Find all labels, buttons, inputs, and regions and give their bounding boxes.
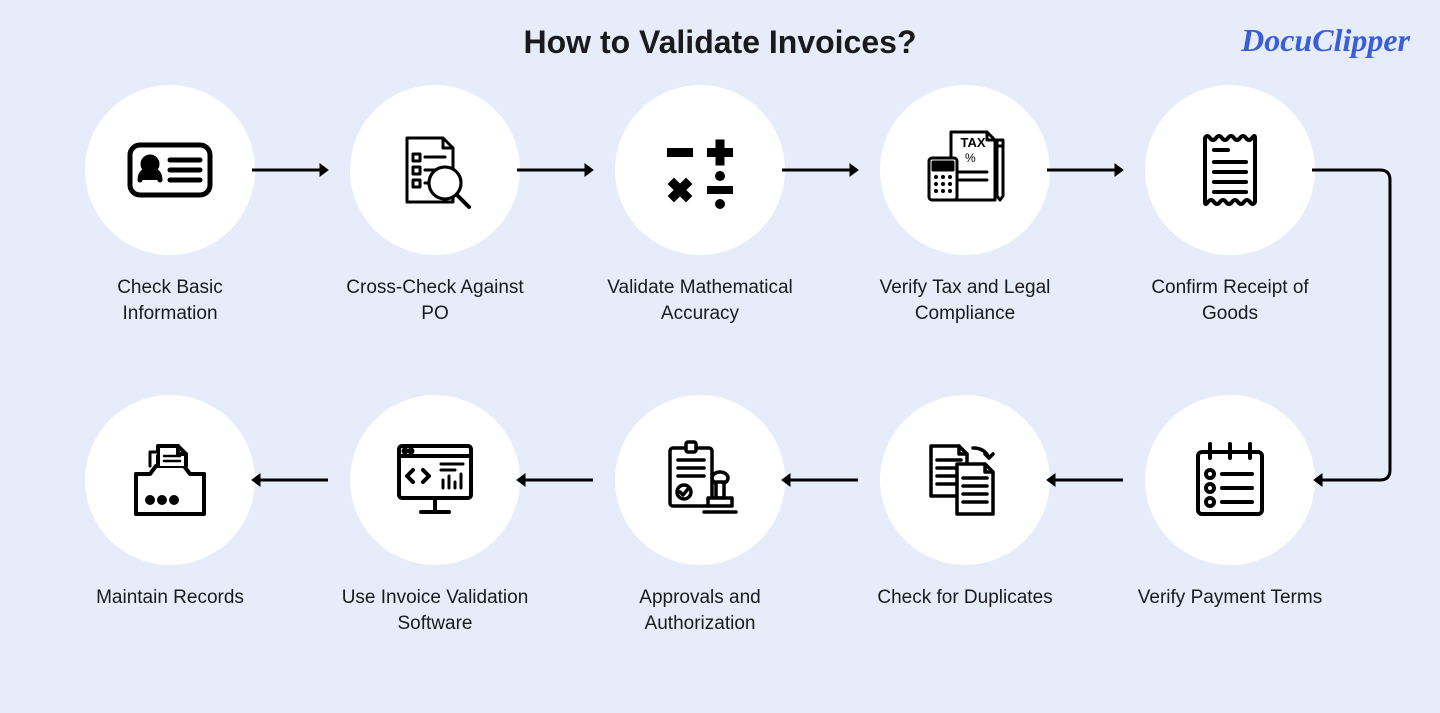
step-label: Use Invoice Validation Software — [335, 585, 535, 636]
svg-text:TAX: TAX — [960, 135, 985, 150]
flow-arrow — [515, 160, 595, 180]
svg-text:%: % — [965, 151, 976, 165]
flow-arrow — [780, 160, 860, 180]
step-label: Check for Duplicates — [865, 585, 1065, 611]
step-tax-compliance: TAX % Verify Tax and Legal Compliance — [865, 85, 1065, 326]
id-card-icon — [85, 85, 255, 255]
flow-arrow — [1045, 160, 1125, 180]
flow-arrow — [515, 470, 595, 490]
flow-arrow-turn — [1310, 160, 1400, 490]
flow-arrow — [250, 160, 330, 180]
receipt-icon — [1145, 85, 1315, 255]
step-validation-software: Use Invoice Validation Software — [335, 395, 535, 636]
step-confirm-receipt: Confirm Receipt of Goods — [1130, 85, 1330, 326]
approval-stamp-icon — [615, 395, 785, 565]
math-operators-icon — [615, 85, 785, 255]
step-label: Cross-Check Against PO — [335, 275, 535, 326]
step-label: Approvals and Authorization — [600, 585, 800, 636]
step-maintain-records: Maintain Records — [70, 395, 270, 611]
step-approvals: Approvals and Authorization — [600, 395, 800, 636]
step-cross-check-po: Cross-Check Against PO — [335, 85, 535, 326]
step-label: Confirm Receipt of Goods — [1130, 275, 1330, 326]
checklist-magnify-icon — [350, 85, 520, 255]
step-label: Maintain Records — [70, 585, 270, 611]
software-monitor-icon — [350, 395, 520, 565]
step-check-basic-info: Check Basic Information — [70, 85, 270, 326]
brand-logo: DocuClipper — [1241, 22, 1410, 59]
archive-folder-icon — [85, 395, 255, 565]
step-label: Verify Tax and Legal Compliance — [865, 275, 1065, 326]
step-label: Check Basic Information — [70, 275, 270, 326]
tax-document-icon: TAX % — [880, 85, 1050, 255]
step-label: Validate Mathematical Accuracy — [600, 275, 800, 326]
page-title: How to Validate Invoices? — [0, 24, 1440, 61]
duplicate-docs-icon — [880, 395, 1050, 565]
flow-arrow — [780, 470, 860, 490]
flow-arrow — [250, 470, 330, 490]
flow-arrow — [1045, 470, 1125, 490]
step-check-duplicates: Check for Duplicates — [865, 395, 1065, 611]
step-payment-terms: Verify Payment Terms — [1130, 395, 1330, 611]
step-math-accuracy: Validate Mathematical Accuracy — [600, 85, 800, 326]
step-label: Verify Payment Terms — [1130, 585, 1330, 611]
calendar-checklist-icon — [1145, 395, 1315, 565]
